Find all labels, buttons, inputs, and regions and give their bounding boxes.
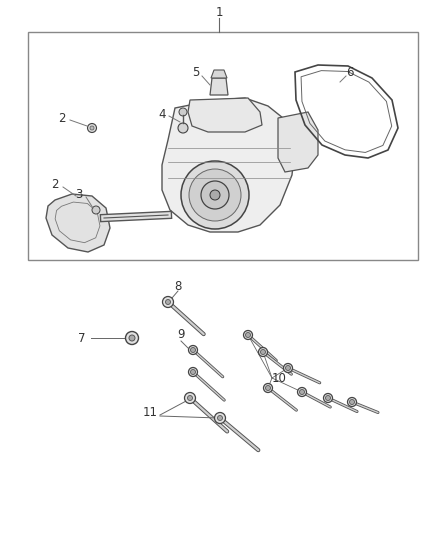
Circle shape	[88, 124, 96, 133]
Text: 9: 9	[177, 328, 185, 342]
Circle shape	[201, 181, 229, 209]
Circle shape	[324, 393, 332, 402]
Polygon shape	[188, 98, 262, 132]
Circle shape	[246, 333, 251, 337]
Circle shape	[265, 385, 271, 391]
Polygon shape	[278, 112, 318, 172]
Circle shape	[350, 400, 354, 405]
Circle shape	[166, 300, 170, 304]
Polygon shape	[162, 98, 295, 232]
Text: 3: 3	[75, 189, 83, 201]
Text: 2: 2	[58, 111, 66, 125]
Circle shape	[347, 398, 357, 407]
Circle shape	[126, 332, 138, 344]
Circle shape	[188, 367, 198, 376]
Circle shape	[244, 330, 252, 340]
Circle shape	[129, 335, 135, 341]
Circle shape	[297, 387, 307, 397]
Circle shape	[258, 348, 268, 357]
Polygon shape	[210, 78, 228, 95]
Circle shape	[300, 390, 304, 394]
Circle shape	[283, 364, 293, 373]
Circle shape	[189, 169, 241, 221]
Circle shape	[162, 296, 173, 308]
Circle shape	[187, 395, 192, 400]
Text: 7: 7	[78, 332, 86, 344]
Text: 4: 4	[158, 108, 166, 120]
Text: 11: 11	[142, 407, 158, 419]
Text: 8: 8	[174, 279, 182, 293]
Circle shape	[191, 369, 195, 375]
Circle shape	[90, 126, 94, 130]
Polygon shape	[46, 194, 110, 252]
Text: 5: 5	[192, 66, 200, 78]
Text: 2: 2	[51, 179, 59, 191]
Text: 6: 6	[346, 66, 354, 78]
Circle shape	[191, 348, 195, 352]
Circle shape	[188, 345, 198, 354]
Circle shape	[179, 108, 187, 116]
Circle shape	[261, 350, 265, 354]
Text: 1: 1	[215, 5, 223, 19]
Circle shape	[178, 123, 188, 133]
Circle shape	[181, 161, 249, 229]
Circle shape	[218, 416, 223, 421]
Circle shape	[210, 190, 220, 200]
Circle shape	[92, 206, 100, 214]
Circle shape	[286, 366, 290, 370]
Polygon shape	[211, 70, 227, 78]
Text: 10: 10	[272, 372, 287, 384]
Circle shape	[264, 384, 272, 392]
Circle shape	[215, 413, 226, 424]
Circle shape	[325, 395, 331, 400]
Circle shape	[184, 392, 195, 403]
Bar	[28, 32, 418, 260]
